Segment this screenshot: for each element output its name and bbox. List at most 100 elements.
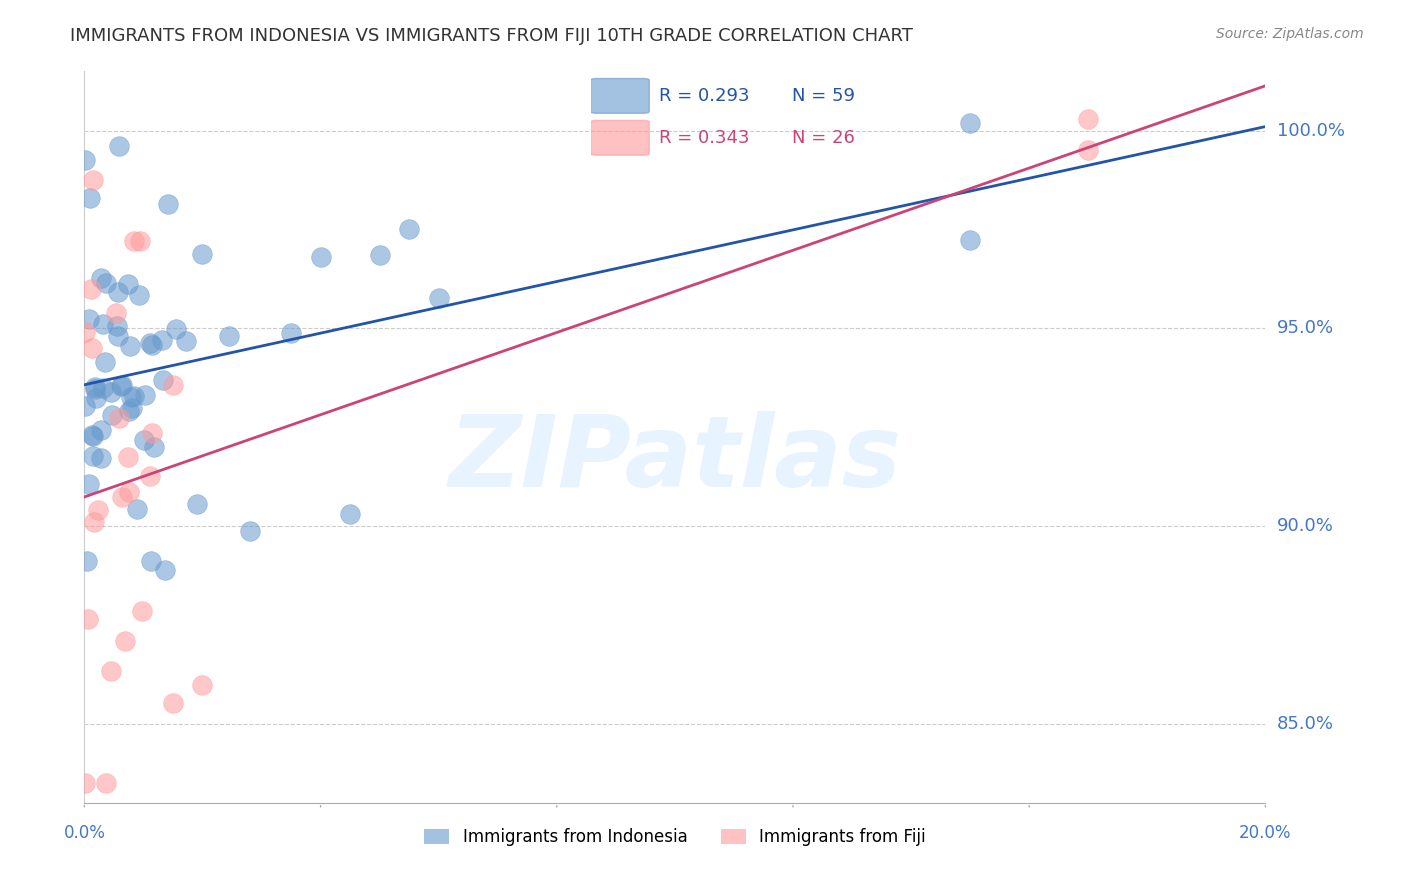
Point bbox=[124, 235, 146, 249]
Point bbox=[280, 326, 302, 340]
Point bbox=[398, 222, 420, 236]
Point bbox=[105, 318, 128, 333]
Point bbox=[121, 401, 143, 416]
FancyBboxPatch shape bbox=[591, 78, 650, 113]
Point bbox=[110, 379, 132, 393]
Point bbox=[152, 373, 174, 387]
Point bbox=[82, 449, 104, 463]
Point bbox=[90, 423, 112, 437]
Point bbox=[91, 381, 114, 395]
Point bbox=[141, 337, 163, 351]
Point bbox=[368, 248, 391, 262]
Point bbox=[132, 433, 155, 447]
Point bbox=[143, 441, 166, 455]
Point bbox=[83, 515, 105, 529]
Point bbox=[90, 271, 112, 285]
Point bbox=[122, 389, 145, 403]
Text: R = 0.293: R = 0.293 bbox=[658, 87, 749, 105]
Text: 85.0%: 85.0% bbox=[1277, 714, 1333, 732]
Point bbox=[156, 196, 179, 211]
Point bbox=[111, 377, 134, 392]
Point bbox=[239, 524, 262, 538]
Point bbox=[107, 285, 129, 300]
Point bbox=[129, 235, 152, 249]
Point bbox=[139, 469, 162, 483]
Point bbox=[191, 247, 214, 261]
Point bbox=[162, 377, 184, 392]
Point bbox=[1077, 112, 1099, 126]
Point bbox=[128, 288, 150, 302]
Point bbox=[138, 335, 160, 350]
Text: IMMIGRANTS FROM INDONESIA VS IMMIGRANTS FROM FIJI 10TH GRADE CORRELATION CHART: IMMIGRANTS FROM INDONESIA VS IMMIGRANTS … bbox=[70, 27, 912, 45]
Point bbox=[427, 292, 450, 306]
Point bbox=[82, 428, 104, 442]
Point bbox=[309, 250, 332, 264]
Point bbox=[165, 322, 187, 336]
Point bbox=[108, 411, 131, 425]
Point bbox=[114, 634, 136, 648]
Point bbox=[79, 191, 101, 205]
Point bbox=[75, 325, 97, 339]
Point bbox=[91, 317, 114, 331]
Point bbox=[959, 233, 981, 247]
Point bbox=[131, 604, 153, 618]
Point bbox=[118, 404, 141, 418]
Text: 90.0%: 90.0% bbox=[1277, 517, 1333, 535]
Point bbox=[75, 776, 97, 790]
Text: 20.0%: 20.0% bbox=[1239, 823, 1292, 841]
Point bbox=[100, 664, 122, 678]
Point bbox=[141, 425, 163, 440]
Text: N = 26: N = 26 bbox=[792, 129, 855, 147]
Point bbox=[162, 696, 184, 710]
Point bbox=[117, 277, 139, 291]
Point bbox=[101, 408, 124, 422]
Point bbox=[77, 612, 100, 626]
Point bbox=[100, 385, 122, 400]
Point bbox=[120, 391, 142, 405]
Point bbox=[186, 498, 208, 512]
Point bbox=[153, 563, 176, 577]
Point bbox=[80, 428, 103, 442]
Point bbox=[139, 553, 162, 567]
FancyBboxPatch shape bbox=[591, 120, 650, 155]
Point bbox=[83, 379, 105, 393]
Point bbox=[94, 354, 117, 368]
Point bbox=[80, 282, 103, 296]
Point bbox=[959, 116, 981, 130]
Point bbox=[75, 400, 97, 414]
Point bbox=[77, 311, 100, 326]
Point bbox=[105, 306, 128, 320]
Point bbox=[118, 339, 141, 353]
Point bbox=[82, 173, 104, 187]
Point bbox=[107, 328, 129, 343]
Text: R = 0.343: R = 0.343 bbox=[658, 129, 749, 147]
Text: 100.0%: 100.0% bbox=[1277, 121, 1344, 140]
Text: N = 59: N = 59 bbox=[792, 87, 855, 105]
Point bbox=[77, 477, 100, 491]
Point bbox=[117, 450, 139, 464]
Text: 95.0%: 95.0% bbox=[1277, 319, 1334, 337]
Point bbox=[118, 484, 141, 499]
Point bbox=[90, 451, 112, 466]
Point bbox=[1077, 143, 1099, 157]
Point bbox=[191, 678, 214, 692]
Point bbox=[127, 502, 149, 516]
Point bbox=[218, 328, 240, 343]
Point bbox=[82, 341, 104, 355]
Legend: Immigrants from Indonesia, Immigrants from Fiji: Immigrants from Indonesia, Immigrants fr… bbox=[418, 822, 932, 853]
Point bbox=[174, 334, 197, 349]
Point bbox=[96, 276, 118, 290]
Point bbox=[76, 554, 98, 568]
Text: ZIPatlas: ZIPatlas bbox=[449, 410, 901, 508]
Point bbox=[83, 382, 105, 396]
Point bbox=[150, 333, 173, 347]
Point bbox=[134, 388, 156, 402]
Point bbox=[108, 138, 131, 153]
Point bbox=[94, 776, 117, 790]
Text: Source: ZipAtlas.com: Source: ZipAtlas.com bbox=[1216, 27, 1364, 41]
Point bbox=[111, 490, 134, 504]
Point bbox=[339, 507, 361, 521]
Point bbox=[73, 153, 96, 168]
Point bbox=[87, 502, 110, 516]
Text: 0.0%: 0.0% bbox=[63, 823, 105, 841]
